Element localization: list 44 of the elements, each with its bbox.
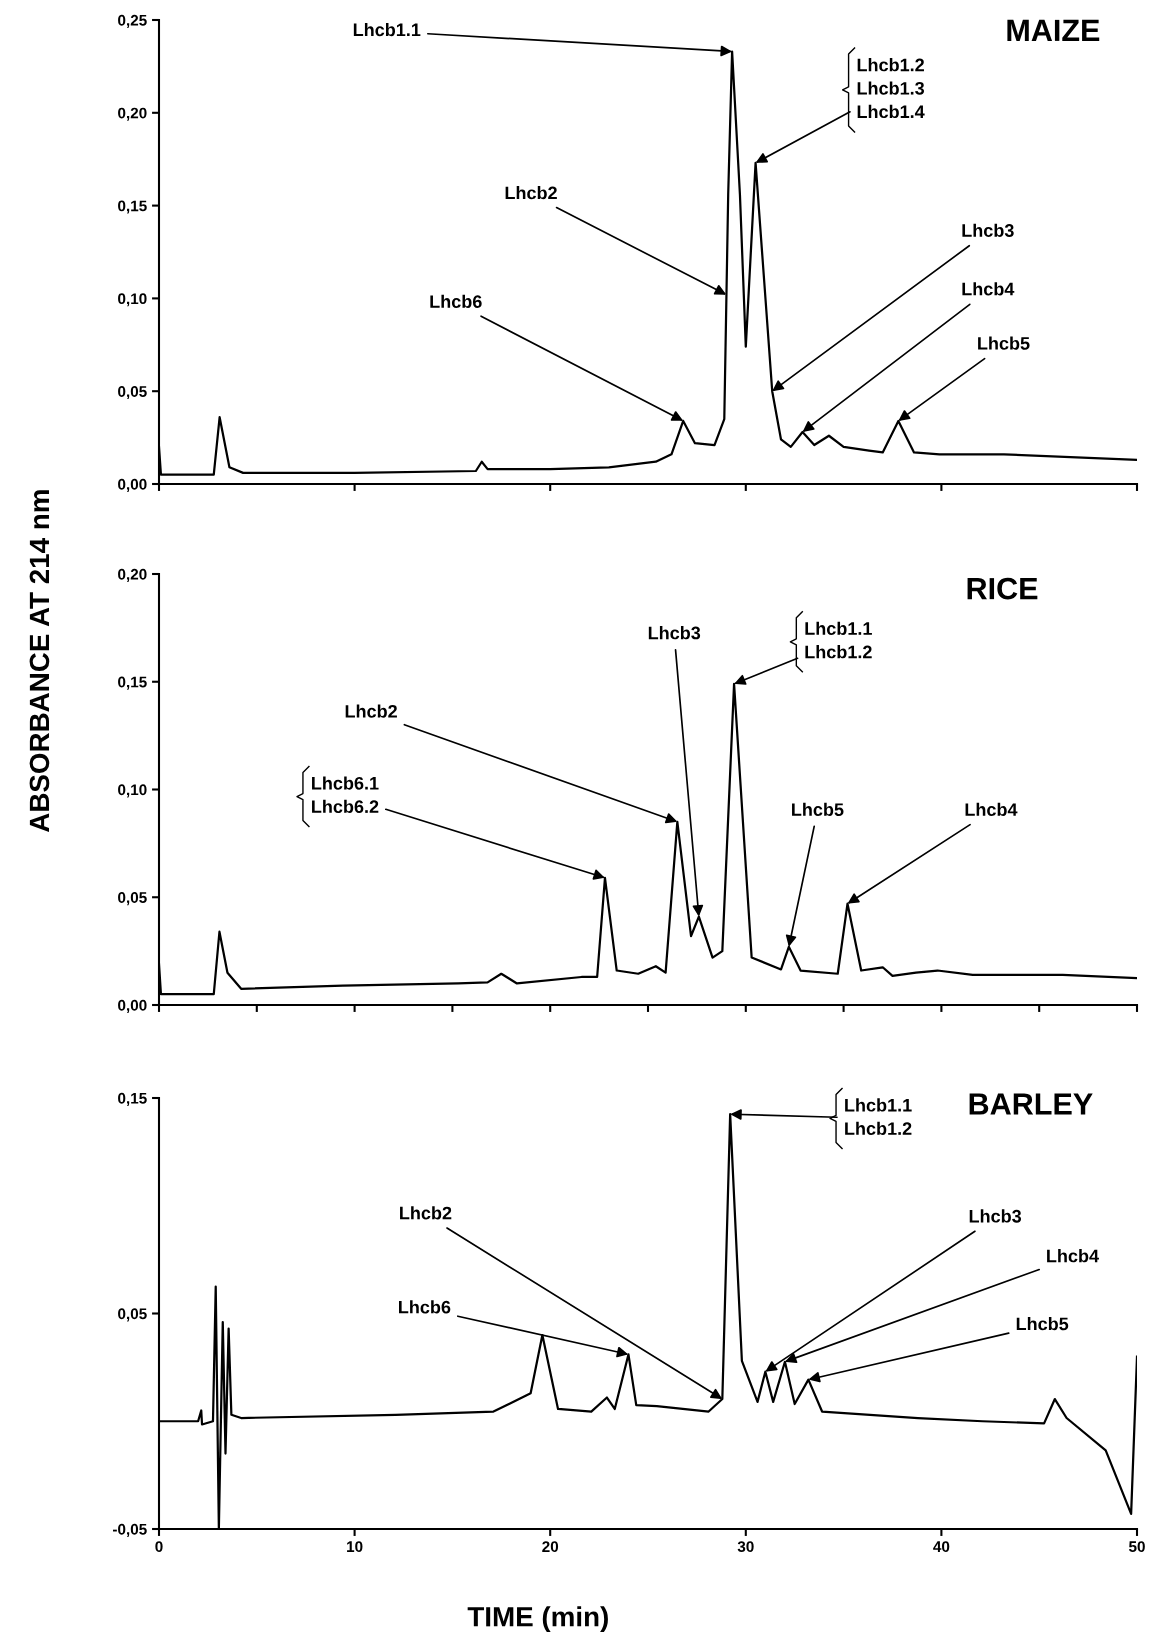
- annotation: Lhcb1.2 Lhcb1.3 Lhcb1.4: [857, 58, 925, 119]
- annotation: Lhcb6.1 Lhcb6.2: [312, 776, 379, 814]
- annotation: Lhcb3: [648, 626, 701, 640]
- x-tick-label: 10: [347, 1541, 363, 1553]
- annotation: Lhcb5: [792, 802, 844, 816]
- y-tick-label: 0,00: [118, 478, 147, 492]
- annotation: Lhcb2: [400, 1206, 452, 1220]
- y-tick-label: 0,10: [118, 293, 147, 307]
- annotation: Lhcb4: [965, 802, 1018, 816]
- y-tick-label: 0,15: [118, 676, 147, 690]
- annotation: Lhcb1.1 Lhcb1.2: [845, 1098, 912, 1135]
- annotation: Lhcb6: [399, 1300, 451, 1314]
- annotation: Lhcb6: [430, 294, 482, 308]
- y-tick-label: 0,25: [118, 14, 147, 28]
- x-axis-title: TIME (min): [467, 1606, 608, 1633]
- chart-title: BARLEY: [969, 1093, 1093, 1115]
- annotation: Lhcb2: [345, 704, 397, 718]
- annotation: Lhcb2: [505, 186, 557, 200]
- x-tick-label: 0: [155, 1541, 163, 1553]
- chart-title: MAIZE: [1007, 19, 1100, 41]
- chart-title: RICE: [967, 577, 1038, 600]
- y-tick-label: 0,15: [118, 200, 147, 214]
- y-tick-label: 0,05: [118, 386, 147, 400]
- x-tick-label: 20: [542, 1541, 559, 1553]
- annotation: Lhcb4: [962, 282, 1015, 296]
- annotation: Lhcb3: [969, 1209, 1022, 1223]
- x-tick-label: 40: [933, 1541, 950, 1553]
- annotation: Lhcb1.1: [353, 22, 421, 37]
- y-tick-label: 0,15: [118, 1092, 147, 1106]
- x-tick-label: 30: [737, 1541, 754, 1553]
- y-tick-label: 0,20: [118, 107, 147, 121]
- annotation: Lhcb4: [1047, 1249, 1099, 1263]
- annotation: Lhcb5: [978, 336, 1030, 350]
- y-tick-label: 0,05: [118, 892, 147, 906]
- y-axis-title: ABSORBANCE AT 214 nm: [29, 490, 50, 833]
- y-tick-label: 0,10: [118, 784, 147, 798]
- y-tick-label: -0,05: [112, 1523, 147, 1537]
- annotation: Lhcb5: [1016, 1317, 1069, 1331]
- y-tick-label: 0,20: [118, 568, 147, 582]
- annotation: Lhcb3: [962, 223, 1014, 237]
- x-tick-label: 50: [1128, 1541, 1145, 1553]
- y-tick-label: 0,05: [118, 1308, 147, 1322]
- annotation: Lhcb1.1 Lhcb1.2: [805, 621, 872, 659]
- y-tick-label: 0,00: [118, 999, 147, 1013]
